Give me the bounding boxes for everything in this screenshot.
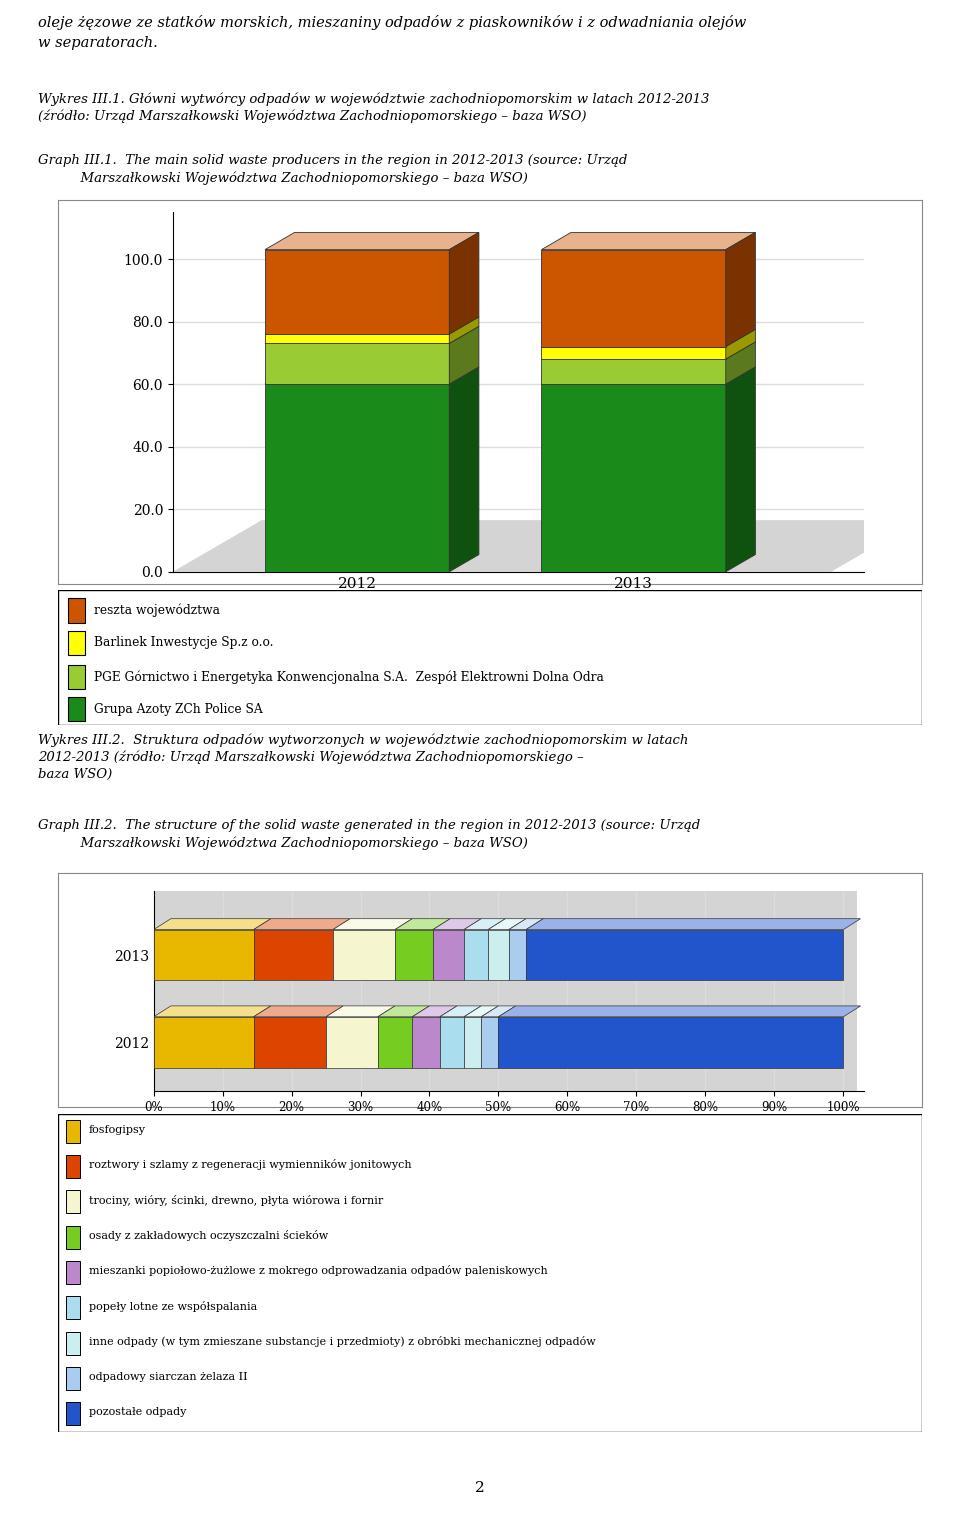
Polygon shape: [464, 1017, 481, 1068]
Polygon shape: [541, 341, 756, 360]
Polygon shape: [265, 334, 449, 343]
Polygon shape: [440, 1017, 464, 1068]
Bar: [66, 1402, 80, 1425]
Text: Graph III.2.  The structure of the solid waste generated in the region in 2012-2: Graph III.2. The structure of the solid …: [38, 819, 701, 850]
Polygon shape: [449, 317, 479, 343]
Polygon shape: [526, 919, 860, 930]
Text: Wykres III.2.  Struktura odpadów wytworzonych w województwie zachodniopomorskim : Wykres III.2. Struktura odpadów wytworzo…: [38, 733, 688, 781]
Polygon shape: [481, 1005, 516, 1017]
Polygon shape: [726, 329, 756, 360]
Polygon shape: [509, 919, 543, 930]
Polygon shape: [726, 232, 756, 346]
Text: Barlinek Inwestycje Sp.z o.o.: Barlinek Inwestycje Sp.z o.o.: [94, 636, 274, 650]
Text: odpadowy siarczan żelaza II: odpadowy siarczan żelaza II: [88, 1373, 248, 1382]
Polygon shape: [154, 1017, 253, 1068]
Polygon shape: [541, 367, 756, 384]
Bar: [68, 630, 85, 655]
Polygon shape: [265, 367, 479, 384]
Bar: [68, 664, 85, 689]
Polygon shape: [464, 919, 505, 930]
Text: mieszanki popiołowo-żużlowe z mokrego odprowadzania odpadów paleniskowych: mieszanki popiołowo-żużlowe z mokrego od…: [88, 1265, 547, 1276]
Text: PGE Górnictwo i Energetyka Konwencjonalna S.A.  Zespół Elektrowni Dolna Odra: PGE Górnictwo i Energetyka Konwencjonaln…: [94, 670, 604, 684]
Bar: [66, 1366, 80, 1389]
Polygon shape: [481, 1017, 498, 1068]
Polygon shape: [464, 1005, 498, 1017]
Polygon shape: [377, 1017, 412, 1068]
Polygon shape: [326, 1005, 395, 1017]
Polygon shape: [265, 249, 449, 334]
Polygon shape: [265, 232, 479, 249]
Text: fosfogipsy: fosfogipsy: [88, 1125, 146, 1134]
Polygon shape: [265, 384, 449, 572]
Polygon shape: [253, 930, 333, 981]
Polygon shape: [726, 367, 756, 572]
Polygon shape: [326, 1017, 377, 1068]
Polygon shape: [541, 384, 726, 572]
Polygon shape: [488, 919, 526, 930]
Polygon shape: [726, 341, 756, 384]
Polygon shape: [449, 326, 479, 384]
Polygon shape: [541, 346, 726, 360]
Polygon shape: [265, 326, 479, 343]
Polygon shape: [253, 1017, 326, 1068]
Polygon shape: [333, 919, 412, 930]
Polygon shape: [440, 1005, 481, 1017]
Text: Grupa Azoty ZCh Police SA: Grupa Azoty ZCh Police SA: [94, 702, 263, 716]
Text: reszta województwa: reszta województwa: [94, 604, 220, 618]
Polygon shape: [433, 919, 481, 930]
Text: popeły lotne ze współspalania: popeły lotne ze współspalania: [88, 1300, 257, 1311]
Text: osady z zakładowych oczyszczalni ścieków: osady z zakładowych oczyszczalni ścieków: [88, 1230, 328, 1240]
Polygon shape: [377, 1005, 429, 1017]
Polygon shape: [253, 1005, 344, 1017]
Text: pozostałe odpady: pozostałe odpady: [88, 1408, 186, 1417]
Polygon shape: [265, 317, 479, 334]
Text: 2: 2: [475, 1480, 485, 1496]
Polygon shape: [541, 329, 756, 346]
Polygon shape: [488, 930, 509, 981]
Polygon shape: [509, 930, 526, 981]
Polygon shape: [395, 919, 450, 930]
Bar: [66, 1225, 80, 1248]
Text: oleje żęzowe ze statków morskich, mieszaniny odpadów z piaskowników i z odwadnia: oleje żęzowe ze statków morskich, miesza…: [38, 15, 747, 49]
Text: roztwory i szlamy z regeneracji wymienników jonitowych: roztwory i szlamy z regeneracji wymienni…: [88, 1159, 411, 1170]
Bar: [66, 1331, 80, 1354]
Polygon shape: [154, 930, 253, 981]
Polygon shape: [526, 930, 843, 981]
Polygon shape: [265, 343, 449, 384]
Polygon shape: [433, 930, 464, 981]
Polygon shape: [449, 232, 479, 334]
Polygon shape: [541, 249, 726, 346]
Polygon shape: [154, 1005, 271, 1017]
Polygon shape: [253, 919, 350, 930]
Polygon shape: [498, 1005, 860, 1017]
Polygon shape: [412, 1017, 440, 1068]
Bar: [66, 1154, 80, 1177]
Polygon shape: [395, 930, 433, 981]
Polygon shape: [154, 919, 271, 930]
Text: inne odpady (w tym zmieszane substancje i przedmioty) z obróbki mechanicznej odp: inne odpady (w tym zmieszane substancje …: [88, 1336, 595, 1346]
Polygon shape: [498, 1017, 843, 1068]
Text: trociny, wióry, ścinki, drewno, płyta wiórowa i fornir: trociny, wióry, ścinki, drewno, płyta wi…: [88, 1194, 383, 1205]
Polygon shape: [464, 930, 488, 981]
Polygon shape: [173, 520, 920, 572]
Bar: [68, 698, 85, 721]
Bar: [66, 1190, 80, 1213]
Polygon shape: [412, 1005, 457, 1017]
Polygon shape: [449, 367, 479, 572]
Polygon shape: [333, 930, 395, 981]
Bar: [66, 1260, 80, 1283]
Text: Wykres III.1. Główni wytwórcy odpadów w województwie zachodniopomorskim w latach: Wykres III.1. Główni wytwórcy odpadów w …: [38, 92, 709, 123]
Bar: [66, 1296, 80, 1319]
Bar: [66, 1119, 80, 1142]
Polygon shape: [541, 360, 726, 384]
Text: Graph III.1.  The main solid waste producers in the region in 2012-2013 (source:: Graph III.1. The main solid waste produc…: [38, 154, 628, 184]
Bar: [68, 598, 85, 622]
Polygon shape: [541, 232, 756, 249]
